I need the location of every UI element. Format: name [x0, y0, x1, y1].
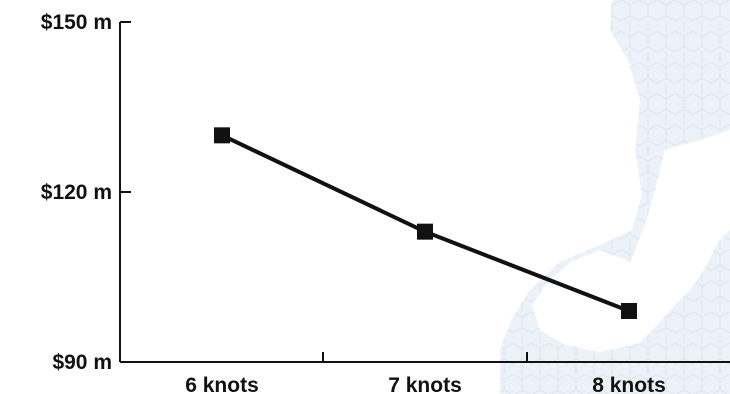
y-tick-label: $90 m — [52, 351, 112, 374]
x-tick-label: 6 knots — [185, 374, 259, 394]
data-point-marker — [621, 303, 637, 319]
tick-labels: $90 m $120 m $150 m 6 knots 7 knots 8 knots — [41, 11, 666, 394]
data-point-marker — [417, 223, 433, 240]
x-tick-label: 8 knots — [592, 374, 666, 394]
x-tick-label: 7 knots — [388, 374, 462, 394]
series-line — [221, 133, 630, 313]
background-map-shapes — [500, 0, 730, 394]
data-markers — [214, 127, 637, 319]
series-line-group — [221, 133, 630, 313]
y-tick-label: $120 m — [41, 181, 112, 204]
y-tick-label: $150 m — [41, 11, 112, 34]
axes — [119, 21, 730, 363]
background-shape-pattern — [500, 0, 730, 394]
data-point-marker — [214, 127, 230, 144]
